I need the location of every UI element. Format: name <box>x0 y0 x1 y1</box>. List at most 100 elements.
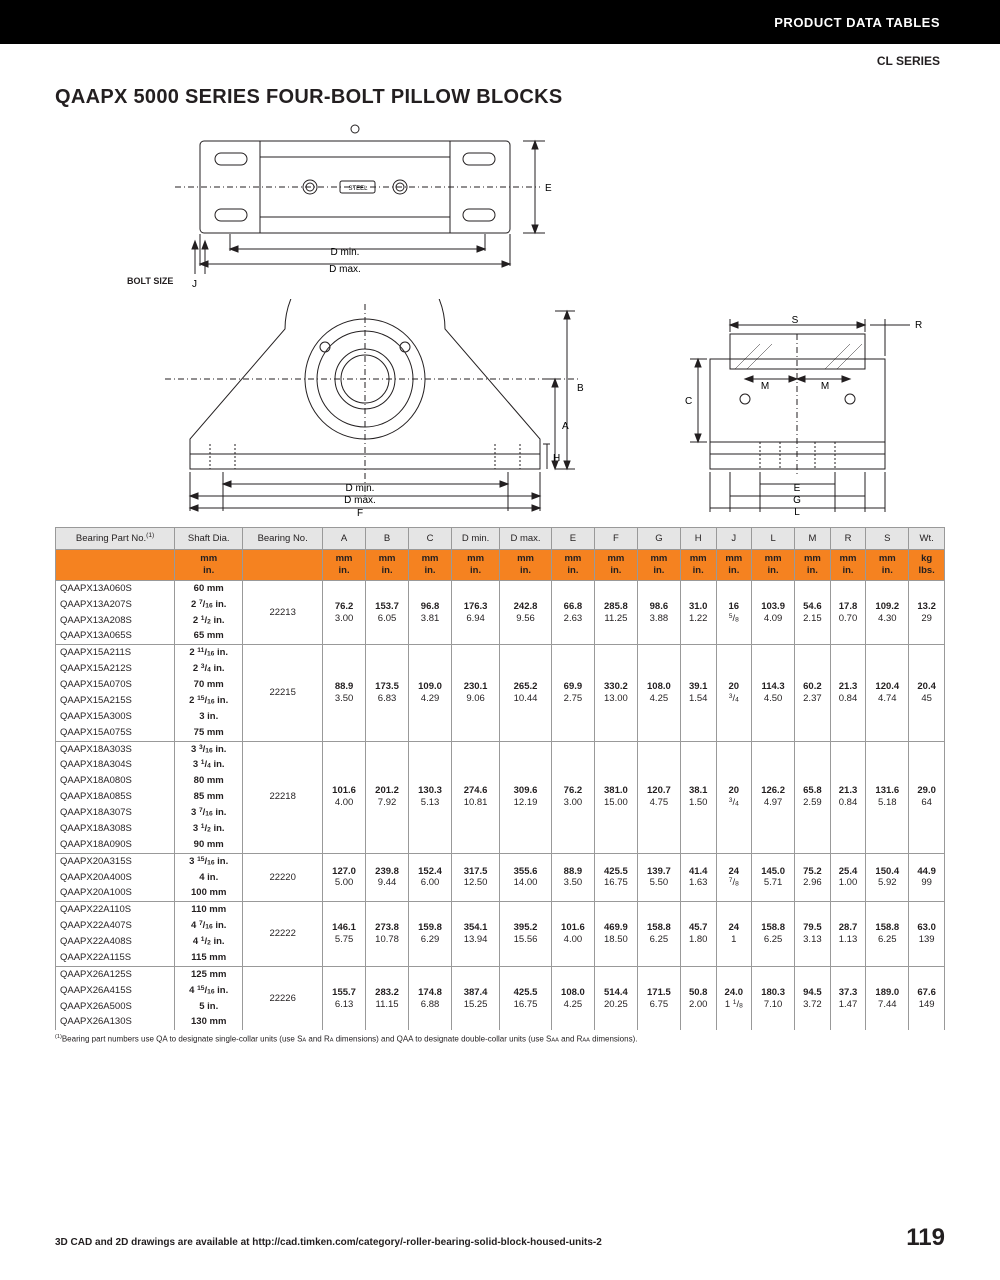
part-no: QAAPX15A211S <box>56 645 175 661</box>
part-no: QAAPX20A315S <box>56 853 175 869</box>
bearing-no: 22215 <box>243 645 323 741</box>
dim-cell: 37.31.47 <box>830 966 866 1030</box>
svg-text:D min.: D min. <box>346 483 375 494</box>
dim-cell: 274.610.81 <box>452 741 500 853</box>
dim-cell: 69.92.75 <box>551 645 594 741</box>
svg-text:D min.: D min. <box>331 247 360 258</box>
dim-cell: 174.86.88 <box>409 966 452 1030</box>
dim-cell: 94.53.72 <box>795 966 831 1030</box>
dim-cell: 41.41.63 <box>680 853 716 902</box>
dim-cell: 28.71.13 <box>830 902 866 967</box>
dim-cell: 120.74.75 <box>637 741 680 853</box>
dim-cell: 469.918.50 <box>594 902 637 967</box>
col-header: Bearing No. <box>243 528 323 550</box>
dim-cell: 67.6149 <box>909 966 945 1030</box>
svg-text:H: H <box>553 453 560 464</box>
header-bar-text: PRODUCT DATA TABLES <box>774 15 940 30</box>
dim-cell: 60.22.37 <box>795 645 831 741</box>
dim-cell: 54.62.15 <box>795 580 831 645</box>
dim-cell: 45.71.80 <box>680 902 716 967</box>
svg-text:B: B <box>577 383 584 394</box>
part-no: QAAPX18A308S <box>56 821 175 837</box>
table-row: QAAPX26A125S125 mm22226155.76.13283.211.… <box>56 966 945 982</box>
dim-cell: 425.516.75 <box>500 966 552 1030</box>
dim-cell: 76.23.00 <box>551 741 594 853</box>
bearing-no: 22213 <box>243 580 323 645</box>
part-no: QAAPX18A090S <box>56 837 175 853</box>
dim-cell: 79.53.13 <box>795 902 831 967</box>
dim-cell: 109.24.30 <box>866 580 909 645</box>
part-no: QAAPX18A085S <box>56 789 175 805</box>
shaft-dia: 100 mm <box>175 885 243 901</box>
bolt-size-label: BOLT SIZE <box>127 276 173 286</box>
col-header: D max. <box>500 528 552 550</box>
col-header: G <box>637 528 680 550</box>
shaft-dia: 2 15/16 in. <box>175 693 243 709</box>
part-no: QAAPX18A304S <box>56 757 175 773</box>
col-unit: mmin. <box>866 550 909 581</box>
dim-cell: 155.76.13 <box>323 966 366 1030</box>
dim-cell: 109.04.29 <box>409 645 452 741</box>
col-unit: mmin. <box>716 550 752 581</box>
shaft-dia: 3 15/16 in. <box>175 853 243 869</box>
dim-cell: 180.37.10 <box>752 966 795 1030</box>
dim-cell: 176.36.94 <box>452 580 500 645</box>
table-row: QAAPX20A315S3 15/16 in.22220127.05.00239… <box>56 853 945 869</box>
shaft-dia: 4 in. <box>175 870 243 886</box>
dim-cell: 381.015.00 <box>594 741 637 853</box>
col-unit: mmin. <box>830 550 866 581</box>
shaft-dia: 60 mm <box>175 580 243 596</box>
series-label: CL SERIES <box>0 44 1000 86</box>
shaft-dia: 130 mm <box>175 1014 243 1030</box>
dim-cell: 152.46.00 <box>409 853 452 902</box>
part-no: QAAPX26A125S <box>56 966 175 982</box>
dim-cell: 242.89.56 <box>500 580 552 645</box>
shaft-dia: 3 in. <box>175 709 243 725</box>
dim-cell: 145.05.71 <box>752 853 795 902</box>
dim-cell: 21.30.84 <box>830 741 866 853</box>
diagram-top-view: E J D min. D max. STEEL <box>145 119 565 294</box>
dim-cell: 165/8 <box>716 580 752 645</box>
shaft-dia: 2 11/16 in. <box>175 645 243 661</box>
dim-cell: 13.229 <box>909 580 945 645</box>
dim-cell: 395.215.56 <box>500 902 552 967</box>
table-head: Bearing Part No.(1)Shaft Dia.Bearing No.… <box>56 528 945 581</box>
col-unit: mmin. <box>752 550 795 581</box>
part-no: QAAPX18A080S <box>56 773 175 789</box>
dim-cell: 114.34.50 <box>752 645 795 741</box>
svg-text:C: C <box>685 396 692 407</box>
dim-cell: 150.45.92 <box>866 853 909 902</box>
dim-cell: 146.15.75 <box>323 902 366 967</box>
col-header: S <box>866 528 909 550</box>
dim-cell: 38.11.50 <box>680 741 716 853</box>
dim-cell: 265.210.44 <box>500 645 552 741</box>
dim-cell: 158.86.25 <box>637 902 680 967</box>
col-header: M <box>795 528 831 550</box>
svg-text:R: R <box>915 320 922 331</box>
part-no: QAAPX15A215S <box>56 693 175 709</box>
diagram-side-view: S R M M C E G L <box>665 314 945 524</box>
col-unit: mmin. <box>795 550 831 581</box>
svg-text:S: S <box>792 315 799 326</box>
table-row: QAAPX15A211S2 11/16 in.2221588.93.50173.… <box>56 645 945 661</box>
bearing-no: 22222 <box>243 902 323 967</box>
dim-cell: 20.445 <box>909 645 945 741</box>
col-header: C <box>409 528 452 550</box>
dim-cell: 239.89.44 <box>366 853 409 902</box>
svg-text:D max.: D max. <box>344 495 376 506</box>
page-footer: 3D CAD and 2D drawings are available at … <box>0 1224 1000 1252</box>
svg-text:J: J <box>192 279 197 290</box>
table-row: QAAPX13A060S60 mm2221376.23.00153.76.059… <box>56 580 945 596</box>
svg-text:M: M <box>761 381 769 392</box>
col-header: A <box>323 528 366 550</box>
dim-cell: 63.0139 <box>909 902 945 967</box>
col-unit: kglbs. <box>909 550 945 581</box>
bearing-no: 22218 <box>243 741 323 853</box>
shaft-dia: 80 mm <box>175 773 243 789</box>
col-unit: mmin. <box>551 550 594 581</box>
svg-text:L: L <box>794 507 800 518</box>
dim-cell: 44.999 <box>909 853 945 902</box>
shaft-dia: 4 1/2 in. <box>175 934 243 950</box>
col-header: F <box>594 528 637 550</box>
part-no: QAAPX22A407S <box>56 918 175 934</box>
